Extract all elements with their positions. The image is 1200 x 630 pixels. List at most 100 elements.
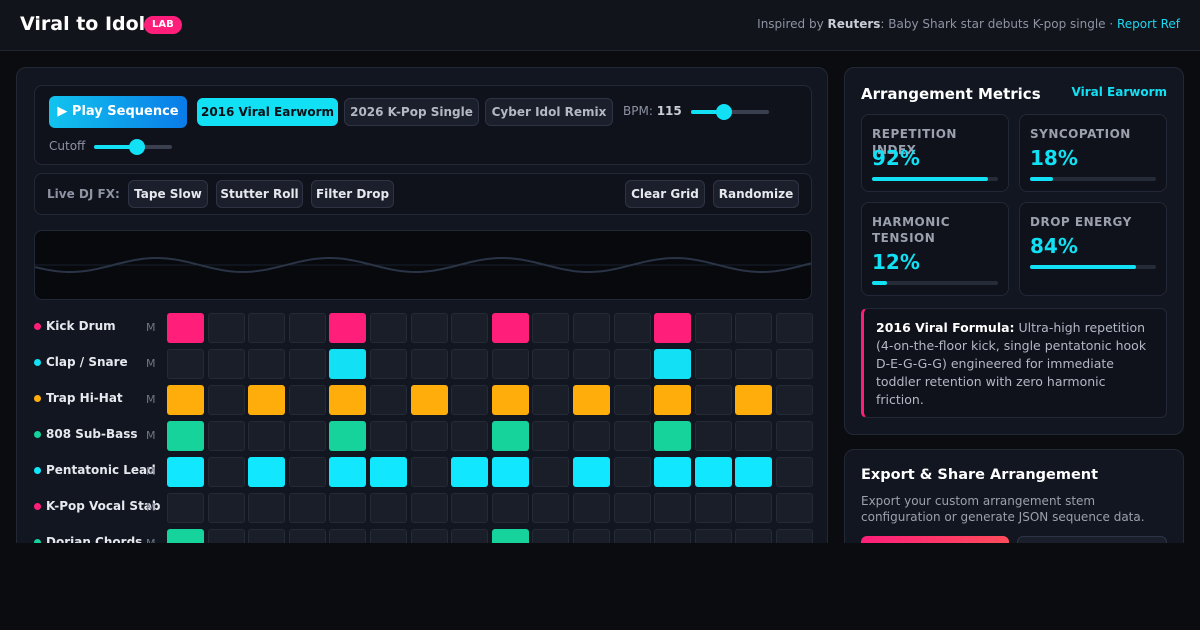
step-cell[interactable]: [694, 421, 732, 451]
step-cell[interactable]: [451, 493, 489, 523]
step-cell[interactable]: [451, 349, 489, 379]
step-cell[interactable]: [410, 457, 448, 487]
step-cell[interactable]: [207, 493, 245, 523]
step-cell[interactable]: [491, 349, 529, 379]
step-cell[interactable]: [735, 349, 773, 379]
step-cell[interactable]: [207, 313, 245, 343]
step-cell[interactable]: [329, 493, 367, 523]
step-cell[interactable]: [491, 493, 529, 523]
track-mute-button[interactable]: M: [146, 501, 156, 514]
step-cell[interactable]: [735, 421, 773, 451]
step-cell[interactable]: [410, 313, 448, 343]
step-cell[interactable]: [694, 385, 732, 415]
step-cell[interactable]: [370, 349, 407, 379]
step-cell[interactable]: [329, 313, 367, 343]
step-cell[interactable]: [776, 385, 813, 415]
step-cell[interactable]: [410, 421, 448, 451]
step-cell[interactable]: [248, 313, 286, 343]
step-cell[interactable]: [491, 421, 529, 451]
step-cell[interactable]: [573, 493, 610, 523]
play-sequence-button[interactable]: ▶ Play Sequence: [49, 96, 187, 128]
step-cell[interactable]: [288, 493, 326, 523]
step-cell[interactable]: [654, 457, 692, 487]
step-cell[interactable]: [532, 421, 570, 451]
step-cell[interactable]: [573, 421, 610, 451]
bpm-slider-thumb[interactable]: [715, 104, 732, 120]
step-cell[interactable]: [776, 313, 813, 343]
step-cell[interactable]: [694, 349, 732, 379]
step-cell[interactable]: [491, 385, 529, 415]
track-mute-button[interactable]: M: [146, 465, 156, 478]
step-cell[interactable]: [288, 313, 326, 343]
step-cell[interactable]: [654, 349, 692, 379]
step-cell[interactable]: [167, 457, 204, 487]
step-cell[interactable]: [370, 313, 407, 343]
step-cell[interactable]: [248, 493, 286, 523]
step-cell[interactable]: [451, 313, 489, 343]
track-mute-button[interactable]: M: [146, 429, 156, 442]
step-cell[interactable]: [370, 385, 407, 415]
step-cell[interactable]: [167, 493, 204, 523]
step-cell[interactable]: [370, 421, 407, 451]
step-cell[interactable]: [613, 493, 651, 523]
track-mute-button[interactable]: M: [146, 393, 156, 406]
step-cell[interactable]: [776, 493, 813, 523]
step-cell[interactable]: [735, 385, 773, 415]
step-cell[interactable]: [776, 457, 813, 487]
step-cell[interactable]: [167, 421, 204, 451]
step-cell[interactable]: [654, 385, 692, 415]
preset-cyber-idol-remix[interactable]: Cyber Idol Remix: [485, 98, 613, 126]
step-cell[interactable]: [288, 457, 326, 487]
track-mute-button[interactable]: M: [146, 357, 156, 370]
step-cell[interactable]: [410, 385, 448, 415]
bpm-slider[interactable]: [691, 104, 769, 120]
step-cell[interactable]: [410, 349, 448, 379]
step-cell[interactable]: [776, 349, 813, 379]
step-cell[interactable]: [288, 421, 326, 451]
step-cell[interactable]: [776, 421, 813, 451]
preset-viral-earworm[interactable]: 2016 Viral Earworm: [197, 98, 338, 126]
step-cell[interactable]: [370, 493, 407, 523]
step-cell[interactable]: [573, 457, 610, 487]
step-cell[interactable]: [532, 385, 570, 415]
step-cell[interactable]: [694, 457, 732, 487]
step-cell[interactable]: [167, 349, 204, 379]
step-cell[interactable]: [248, 385, 286, 415]
step-cell[interactable]: [532, 313, 570, 343]
step-cell[interactable]: [329, 421, 367, 451]
step-cell[interactable]: [207, 421, 245, 451]
step-cell[interactable]: [613, 385, 651, 415]
step-cell[interactable]: [613, 313, 651, 343]
step-cell[interactable]: [573, 349, 610, 379]
randomize-button[interactable]: Randomize: [713, 180, 799, 208]
step-cell[interactable]: [573, 313, 610, 343]
step-cell[interactable]: [451, 385, 489, 415]
step-cell[interactable]: [654, 313, 692, 343]
step-cell[interactable]: [613, 457, 651, 487]
step-cell[interactable]: [694, 313, 732, 343]
preset-kpop-single[interactable]: 2026 K-Pop Single: [344, 98, 479, 126]
step-cell[interactable]: [491, 313, 529, 343]
step-cell[interactable]: [613, 349, 651, 379]
step-cell[interactable]: [329, 457, 367, 487]
step-cell[interactable]: [694, 493, 732, 523]
step-cell[interactable]: [248, 349, 286, 379]
step-cell[interactable]: [532, 493, 570, 523]
fx-tape-slow-button[interactable]: Tape Slow: [128, 180, 208, 208]
step-cell[interactable]: [491, 457, 529, 487]
step-cell[interactable]: [370, 457, 407, 487]
step-cell[interactable]: [329, 349, 367, 379]
step-cell[interactable]: [451, 457, 489, 487]
step-cell[interactable]: [248, 457, 286, 487]
step-cell[interactable]: [248, 421, 286, 451]
step-cell[interactable]: [207, 385, 245, 415]
step-cell[interactable]: [329, 385, 367, 415]
report-ref-link[interactable]: Report Ref: [1117, 17, 1180, 31]
step-cell[interactable]: [735, 493, 773, 523]
clear-grid-button[interactable]: Clear Grid: [625, 180, 705, 208]
fx-stutter-roll-button[interactable]: Stutter Roll: [216, 180, 303, 208]
track-mute-button[interactable]: M: [146, 321, 156, 334]
step-cell[interactable]: [410, 493, 448, 523]
step-cell[interactable]: [451, 421, 489, 451]
step-cell[interactable]: [654, 421, 692, 451]
